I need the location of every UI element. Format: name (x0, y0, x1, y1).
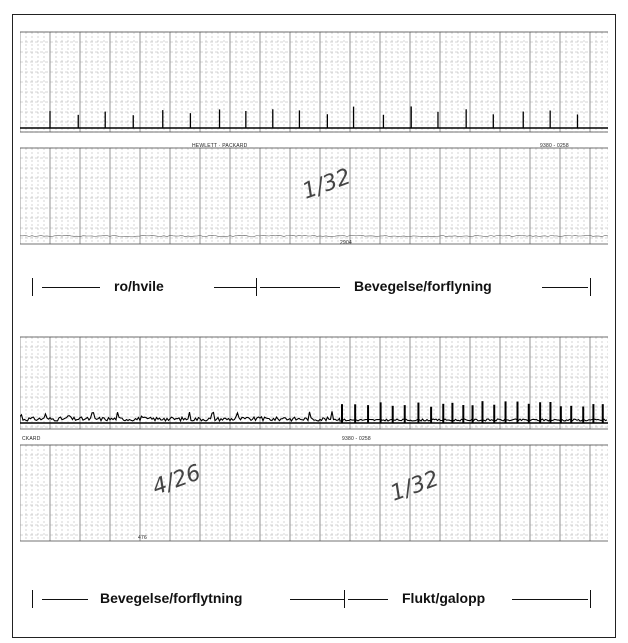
legend-2-phase-gallop: Flukt/galopp (402, 590, 486, 606)
legend-1-line-a (42, 287, 100, 289)
legend-1: ro/hvile Bevegelse/forflyning (24, 274, 600, 302)
strip-2-lower-grid (20, 444, 608, 542)
strip-2-upper-grid (20, 336, 608, 430)
legend-1-tick-end (590, 278, 592, 296)
strip-1-lower-grid (20, 147, 608, 245)
ecg-strip-1 (20, 30, 608, 248)
legend-2-line-a (42, 599, 88, 601)
legend-1-phase-rest: ro/hvile (114, 278, 164, 294)
strip-2-brand-label: CKARD (22, 436, 41, 442)
legend-1-phase-movement: Bevegelse/forflyning (354, 278, 492, 294)
strip-1-upper-grid (20, 31, 608, 133)
strip-2-trace (20, 411, 608, 423)
legend-1-tick-mid (256, 278, 258, 296)
legend-2-tick-mid (344, 590, 346, 608)
legend-2-tick-end (590, 590, 592, 608)
legend-1-line-b (214, 287, 256, 289)
legend-2-line-d (512, 599, 588, 601)
legend-1-line-d (542, 287, 588, 289)
strip-1-footer-mark: 2904 (340, 240, 352, 246)
strip-2-footer-mark: 476 (138, 535, 147, 541)
legend-2-line-b (290, 599, 344, 601)
ecg-strip-2-svg (20, 336, 608, 542)
legend-2-line-c (348, 599, 388, 601)
legend-2-tick-start (32, 590, 34, 608)
legend-1-line-c (260, 287, 340, 289)
strip-1-part-number: 9380 - 0258 (540, 143, 569, 149)
ecg-strip-2 (20, 335, 608, 547)
legend-2-phase-movement: Bevegelse/forflytning (100, 590, 243, 606)
strip-2-part-number: 9380 - 0258 (342, 436, 371, 442)
ecg-strip-1-svg (20, 31, 608, 245)
legend-2: Bevegelse/forflytning Flukt/galopp (24, 586, 600, 614)
strip-1-lower-trace (20, 234, 608, 238)
strip-1-brand-label: HEWLETT · PACKARD (192, 143, 248, 149)
figure-frame (12, 14, 616, 638)
legend-1-tick-start (32, 278, 34, 296)
